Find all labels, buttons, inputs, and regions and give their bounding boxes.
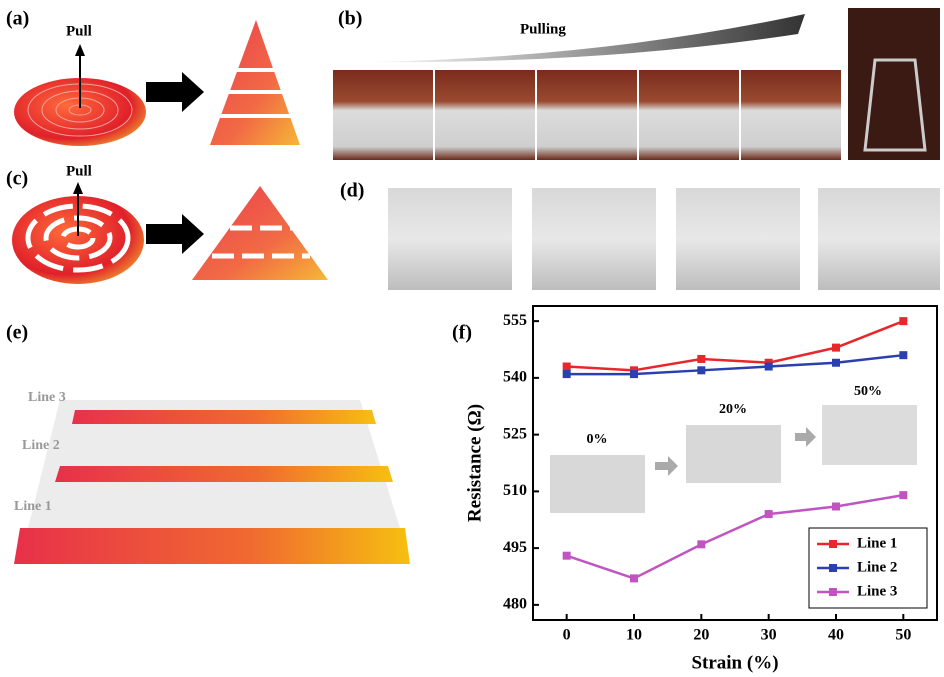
marker — [630, 370, 638, 378]
series-line — [567, 321, 904, 370]
marker — [563, 363, 571, 371]
photo — [532, 188, 656, 290]
marker — [899, 491, 907, 499]
x-tick-label: 10 — [626, 627, 642, 644]
inset-photo — [686, 425, 781, 483]
panel-d: (d) — [340, 180, 940, 290]
photo — [676, 188, 800, 290]
x-axis-label: Strain (%) — [691, 652, 778, 673]
panel-e: (e) Line 3 Line 2 Line 1 — [6, 322, 410, 564]
marker — [832, 503, 840, 511]
caption: Pulling — [520, 21, 566, 37]
annotation: 20% — [719, 402, 747, 417]
panel-label: (c) — [6, 168, 28, 190]
y-axis-label: Resistance (Ω) — [464, 404, 485, 522]
panel-label: (b) — [338, 8, 362, 30]
panel-label: (a) — [6, 8, 29, 30]
marker — [765, 510, 773, 518]
x-tick-label: 30 — [761, 627, 777, 644]
inset-arrow — [795, 427, 816, 447]
inset-photo — [550, 455, 645, 513]
marker — [832, 344, 840, 352]
x-tick-label: 50 — [895, 627, 911, 644]
line-label: Line 2 — [22, 438, 60, 453]
annotation: 0% — [587, 432, 608, 447]
photo — [639, 70, 739, 160]
arrow-head — [75, 44, 85, 56]
legend-swatch — [829, 588, 837, 596]
big-arrow — [146, 214, 204, 254]
annotation: 50% — [854, 384, 882, 399]
strip — [72, 410, 376, 424]
photo — [435, 70, 535, 160]
arrow-head — [73, 182, 83, 194]
panel-a: (a) Pull — [6, 8, 300, 146]
legend-swatch — [829, 564, 837, 572]
marker — [832, 359, 840, 367]
inset-arrow — [655, 456, 678, 476]
photo — [333, 70, 433, 160]
x-tick-label: 40 — [828, 627, 844, 644]
legend-swatch — [829, 540, 837, 548]
big-arrow — [146, 72, 204, 112]
cone — [192, 186, 328, 280]
legend-label: Line 1 — [857, 535, 897, 551]
strip — [55, 466, 393, 482]
panel-b: (b) Pulling — [333, 8, 940, 160]
y-tick-label: 480 — [503, 596, 527, 613]
panel-label: (d) — [340, 180, 364, 202]
line-label: Line 3 — [28, 390, 66, 405]
marker — [899, 351, 907, 359]
photo — [388, 188, 512, 290]
x-tick-label: 20 — [693, 627, 709, 644]
figure: (a) Pull (b) Pulling (c) Pull (d) (e) Li… — [0, 0, 944, 677]
marker — [563, 552, 571, 560]
marker — [765, 363, 773, 371]
panel-c: (c) Pull — [6, 163, 328, 284]
panel-label: (e) — [6, 322, 28, 344]
marker — [697, 366, 705, 374]
y-tick-label: 540 — [503, 369, 527, 386]
photo — [741, 70, 841, 160]
marker — [899, 317, 907, 325]
y-tick-label: 525 — [503, 425, 527, 442]
x-tick-label: 0 — [563, 627, 571, 644]
legend-label: Line 2 — [857, 559, 897, 575]
cone — [210, 20, 300, 145]
marker — [697, 540, 705, 548]
marker — [563, 370, 571, 378]
line-label: Line 1 — [14, 499, 52, 514]
wedge — [365, 14, 805, 62]
photo — [537, 70, 637, 160]
panel-label: (f) — [452, 322, 472, 344]
marker — [697, 355, 705, 363]
legend-label: Line 3 — [857, 583, 897, 599]
series-line — [567, 355, 904, 374]
y-tick-label: 510 — [503, 482, 527, 499]
photo — [818, 188, 940, 290]
inset-photo — [822, 405, 917, 465]
marker — [630, 574, 638, 582]
photo — [848, 8, 940, 160]
strip — [14, 528, 410, 564]
pull-label: Pull — [66, 163, 92, 179]
y-tick-label: 555 — [503, 312, 527, 329]
y-tick-label: 495 — [503, 539, 527, 556]
pull-label: Pull — [66, 23, 92, 39]
